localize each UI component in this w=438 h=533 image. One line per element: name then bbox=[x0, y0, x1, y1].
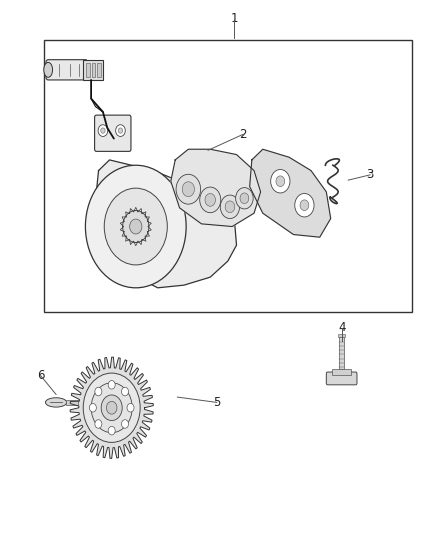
Circle shape bbox=[205, 193, 215, 206]
Circle shape bbox=[225, 201, 235, 213]
Polygon shape bbox=[70, 357, 153, 458]
Bar bbox=[92, 63, 95, 77]
Text: 3: 3 bbox=[367, 168, 374, 181]
Bar bbox=[44, 40, 412, 312]
Circle shape bbox=[101, 128, 105, 133]
Polygon shape bbox=[171, 149, 261, 227]
Text: 4: 4 bbox=[338, 321, 346, 334]
Circle shape bbox=[101, 395, 122, 421]
Circle shape bbox=[295, 193, 314, 217]
Ellipse shape bbox=[44, 62, 53, 77]
Circle shape bbox=[118, 128, 123, 133]
FancyBboxPatch shape bbox=[326, 372, 357, 385]
Ellipse shape bbox=[46, 398, 67, 407]
Circle shape bbox=[106, 401, 117, 414]
Circle shape bbox=[108, 381, 115, 389]
Circle shape bbox=[300, 200, 309, 211]
Circle shape bbox=[121, 419, 128, 428]
Circle shape bbox=[116, 125, 125, 136]
Circle shape bbox=[276, 176, 285, 187]
Circle shape bbox=[240, 193, 249, 204]
Text: 1: 1 bbox=[230, 12, 238, 25]
FancyBboxPatch shape bbox=[332, 369, 351, 375]
Circle shape bbox=[182, 182, 194, 197]
Circle shape bbox=[200, 187, 221, 213]
Bar bbox=[339, 337, 344, 369]
Circle shape bbox=[130, 219, 142, 234]
Circle shape bbox=[95, 387, 102, 396]
Bar bbox=[97, 63, 101, 77]
FancyBboxPatch shape bbox=[95, 115, 131, 151]
Circle shape bbox=[127, 403, 134, 412]
Circle shape bbox=[123, 211, 149, 243]
Circle shape bbox=[236, 188, 253, 209]
Bar bbox=[66, 400, 78, 405]
Circle shape bbox=[121, 387, 128, 396]
Circle shape bbox=[220, 195, 240, 219]
Circle shape bbox=[104, 188, 167, 265]
Circle shape bbox=[95, 419, 102, 428]
Circle shape bbox=[89, 403, 96, 412]
Circle shape bbox=[91, 383, 132, 433]
Circle shape bbox=[271, 169, 290, 193]
Polygon shape bbox=[250, 149, 331, 237]
Text: 5: 5 bbox=[213, 396, 220, 409]
Bar bbox=[338, 334, 345, 337]
FancyBboxPatch shape bbox=[46, 60, 88, 80]
Text: 2: 2 bbox=[239, 128, 247, 141]
FancyBboxPatch shape bbox=[83, 60, 103, 80]
Circle shape bbox=[108, 426, 115, 435]
Polygon shape bbox=[96, 160, 237, 288]
Circle shape bbox=[98, 125, 108, 136]
Bar bbox=[86, 63, 90, 77]
Text: 6: 6 bbox=[37, 369, 45, 382]
Circle shape bbox=[85, 165, 186, 288]
Circle shape bbox=[83, 373, 140, 442]
Circle shape bbox=[176, 174, 201, 204]
